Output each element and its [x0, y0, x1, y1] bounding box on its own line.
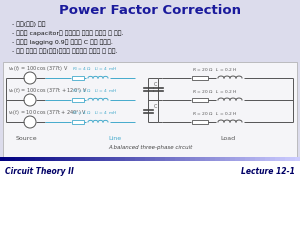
Bar	[10, 157, 16, 161]
Text: Power Factor Correction: Power Factor Correction	[59, 4, 241, 18]
Bar	[120, 157, 125, 161]
Bar	[290, 157, 295, 161]
Text: $R$ = 20 Ω   $L$ = 0.2 H: $R$ = 20 Ω $L$ = 0.2 H	[192, 66, 238, 73]
Bar	[270, 157, 275, 161]
Bar	[185, 157, 190, 161]
Bar	[140, 157, 145, 161]
Bar	[225, 157, 230, 161]
Text: - 부하에 capacitor를 추가동서 역률을 개선할 수 있다.: - 부하에 capacitor를 추가동서 역률을 개선할 수 있다.	[12, 30, 124, 36]
Bar	[35, 157, 40, 161]
Bar	[180, 157, 185, 161]
Circle shape	[24, 116, 36, 128]
Bar	[3, 62, 297, 172]
Bar	[115, 157, 121, 161]
Text: - 삼상 회로를 단상(單相)회로로 변환하여 해석할 수 있다.: - 삼상 회로를 단상(單相)회로로 변환하여 해석할 수 있다.	[12, 48, 118, 54]
Bar	[210, 157, 215, 161]
Bar	[170, 157, 176, 161]
Text: $R_l$ = 4 Ω   $L_l$ = 4 mH: $R_l$ = 4 Ω $L_l$ = 4 mH	[72, 109, 117, 117]
Text: A balanced three-phase circuit: A balanced three-phase circuit	[108, 146, 192, 151]
Bar	[50, 157, 56, 161]
Text: Circuit Theory II: Circuit Theory II	[5, 167, 74, 176]
Bar	[235, 157, 241, 161]
Bar	[80, 157, 86, 161]
Text: $R_l$ = 4 Ω   $L_l$ = 4 mH: $R_l$ = 4 Ω $L_l$ = 4 mH	[72, 87, 117, 95]
Bar	[192, 76, 208, 80]
Bar	[45, 157, 50, 161]
Bar	[15, 157, 20, 161]
Bar	[60, 157, 65, 161]
Bar	[25, 157, 31, 161]
Text: $R_l$ = 4 Ω   $L_l$ = 4 mH: $R_l$ = 4 Ω $L_l$ = 4 mH	[72, 65, 117, 73]
Bar	[20, 157, 26, 161]
Bar	[220, 157, 226, 161]
Circle shape	[24, 94, 36, 106]
Text: Source: Source	[15, 135, 37, 140]
Bar	[195, 157, 200, 161]
Bar	[230, 157, 236, 161]
Bar	[155, 157, 160, 161]
Text: $v_b(t)$ = 100 cos (377t + 120°) V: $v_b(t)$ = 100 cos (377t + 120°) V	[8, 86, 87, 95]
Text: - 삼상(三相) 회로: - 삼상(三相) 회로	[12, 21, 46, 27]
Text: C: C	[154, 104, 158, 108]
Text: $R$ = 20 Ω   $L$ = 0.2 H: $R$ = 20 Ω $L$ = 0.2 H	[192, 88, 238, 95]
Bar	[215, 157, 220, 161]
Bar	[30, 157, 35, 161]
Bar	[165, 157, 170, 161]
Bar	[255, 157, 260, 161]
Bar	[0, 161, 300, 225]
Text: Load: Load	[220, 135, 236, 140]
Bar	[192, 98, 208, 102]
Bar	[0, 157, 5, 161]
Text: Lecture 12-1: Lecture 12-1	[241, 167, 295, 176]
Bar	[175, 157, 181, 161]
Bar	[260, 157, 266, 161]
Bar	[90, 157, 95, 161]
Bar	[240, 157, 245, 161]
Bar	[72, 76, 84, 80]
Bar	[70, 157, 76, 161]
Text: - 역률이 lagging 0.9가 되도록 C 값을 정하라.: - 역률이 lagging 0.9가 되도록 C 값을 정하라.	[12, 39, 113, 45]
Bar	[275, 157, 280, 161]
Bar	[5, 157, 10, 161]
Text: Line: Line	[108, 135, 122, 140]
Bar	[285, 157, 290, 161]
Bar	[105, 157, 110, 161]
Bar	[95, 157, 100, 161]
Bar	[205, 157, 211, 161]
Bar	[75, 157, 80, 161]
Bar	[250, 157, 256, 161]
Bar	[85, 157, 91, 161]
Bar	[192, 120, 208, 124]
Bar	[190, 157, 196, 161]
Bar	[280, 157, 286, 161]
Text: $R$ = 20 Ω   $L$ = 0.2 H: $R$ = 20 Ω $L$ = 0.2 H	[192, 110, 238, 117]
Bar	[265, 157, 271, 161]
Bar	[65, 157, 70, 161]
Bar	[295, 157, 300, 161]
Bar	[130, 157, 136, 161]
Text: $v_c(t)$ = 100 cos (377t + 240°) V: $v_c(t)$ = 100 cos (377t + 240°) V	[8, 108, 87, 117]
Bar	[40, 157, 46, 161]
Bar	[200, 157, 206, 161]
Circle shape	[24, 72, 36, 84]
Bar	[160, 157, 166, 161]
Bar	[100, 157, 106, 161]
Bar	[145, 157, 151, 161]
Bar	[72, 98, 84, 102]
Bar	[150, 157, 155, 161]
Bar	[125, 157, 130, 161]
Text: C: C	[154, 81, 158, 86]
Bar	[135, 157, 140, 161]
Bar	[110, 157, 116, 161]
Bar	[245, 157, 250, 161]
Text: $v_a(t)$ = 100 cos (377t) V: $v_a(t)$ = 100 cos (377t) V	[8, 64, 68, 73]
Bar	[72, 120, 84, 124]
Bar	[55, 157, 61, 161]
